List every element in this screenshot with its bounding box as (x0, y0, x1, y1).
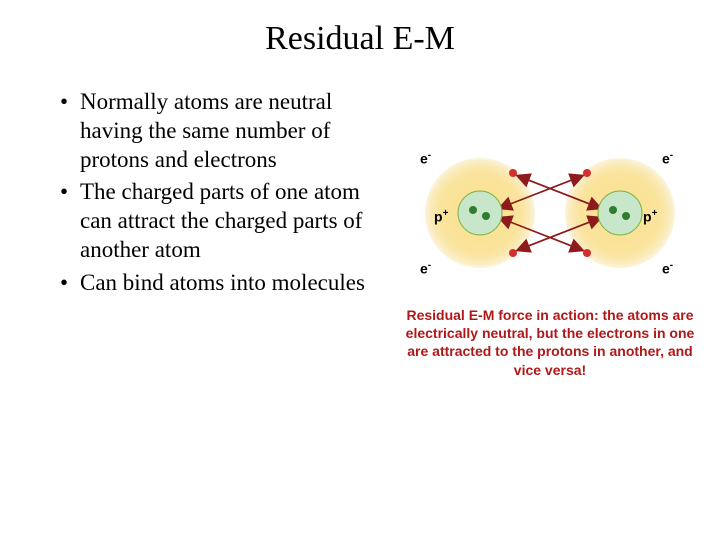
bullet-item: Normally atoms are neutral having the sa… (60, 88, 390, 174)
particle-label: p+ (643, 208, 657, 225)
figure-panel: e-p+ e-e-p+ e- Residual E-M force in actio… (400, 128, 700, 379)
atom-diagram: e-p+ e-e-p+ e- (400, 128, 700, 298)
figure-caption: Residual E-M force in action: the atoms … (400, 306, 700, 379)
bullet-list: Normally atoms are neutral having the sa… (20, 88, 390, 301)
particle-label: p+ (434, 208, 448, 225)
particle-label: e- (662, 260, 673, 277)
particle-label: e- (662, 150, 673, 167)
slide-title: Residual E-M (0, 20, 720, 58)
bullet-item: The charged parts of one atom can attrac… (60, 178, 390, 264)
bullet-item: Can bind atoms into molecules (60, 269, 390, 298)
content-row: Normally atoms are neutral having the sa… (0, 88, 720, 379)
particle-label: e- (420, 260, 431, 277)
particle-label: e- (420, 150, 431, 167)
